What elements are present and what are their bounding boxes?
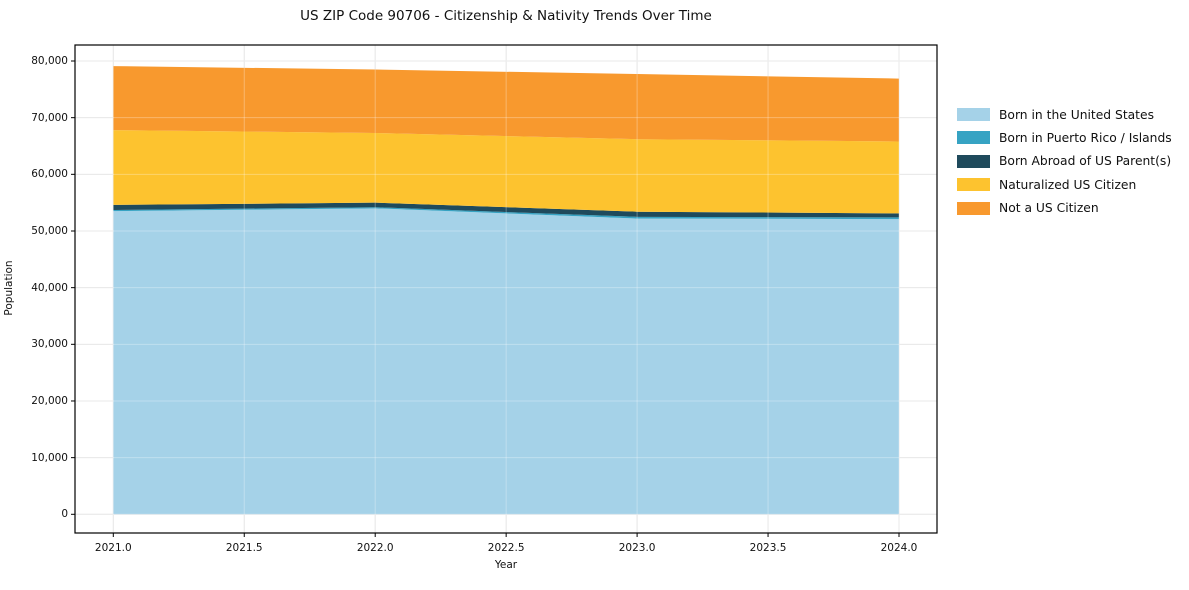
legend-swatch: [957, 108, 990, 121]
x-tick-label: 2024.0: [880, 542, 918, 554]
y-tick-label: 0: [61, 508, 68, 521]
legend-label: Naturalized US Citizen: [999, 177, 1137, 192]
y-tick-label: 50,000: [31, 224, 68, 237]
legend-swatch: [957, 131, 990, 145]
y-tick-label: 60,000: [31, 168, 68, 181]
x-tick-label: 2021.5: [225, 542, 263, 554]
x-tick-label: 2021.0: [94, 542, 132, 554]
legend-item: Born in the United States: [957, 107, 1172, 122]
legend-swatch: [957, 178, 990, 192]
y-tick-label: 20,000: [31, 394, 68, 407]
legend-item: Naturalized US Citizen: [957, 177, 1172, 192]
legend-label: Born in Puerto Rico / Islands: [999, 130, 1172, 145]
area-series: [113, 207, 900, 220]
x-tick-label: 2022.0: [356, 542, 394, 554]
area-series: [113, 208, 900, 515]
legend-item: Born in Puerto Rico / Islands: [957, 130, 1172, 145]
legend-label: Born Abroad of US Parent(s): [999, 154, 1172, 169]
y-tick-label: 40,000: [31, 281, 68, 294]
legend-label: Not a US Citizen: [999, 201, 1099, 216]
area-series: [113, 202, 900, 218]
y-axis-label: Population: [3, 260, 15, 316]
legend: Born in the United States Born in Puerto …: [957, 108, 1172, 225]
y-tick-label: 70,000: [31, 111, 68, 124]
chart-title: US ZIP Code 90706 - Citizenship & Nativi…: [300, 8, 712, 24]
area-series: [113, 66, 900, 142]
x-tick-label: 2023.5: [749, 542, 787, 554]
legend-label: Born in the United States: [999, 107, 1154, 122]
legend-swatch: [957, 154, 990, 168]
y-tick-label: 30,000: [31, 338, 68, 351]
y-tick-label: 10,000: [31, 451, 68, 464]
legend-swatch: [957, 201, 990, 215]
x-axis-label: Year: [494, 559, 518, 571]
legend-item: Not a US Citizen: [957, 201, 1172, 216]
x-tick-label: 2023.0: [618, 542, 656, 554]
area-series: [113, 130, 900, 214]
x-tick-label: 2022.5: [487, 542, 525, 554]
legend-item: Born Abroad of US Parent(s): [957, 154, 1172, 169]
y-tick-label: 80,000: [31, 55, 68, 67]
